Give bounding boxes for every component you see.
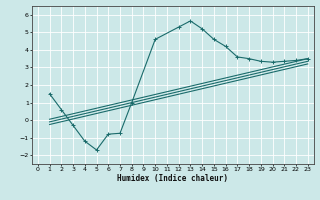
X-axis label: Humidex (Indice chaleur): Humidex (Indice chaleur) <box>117 174 228 183</box>
